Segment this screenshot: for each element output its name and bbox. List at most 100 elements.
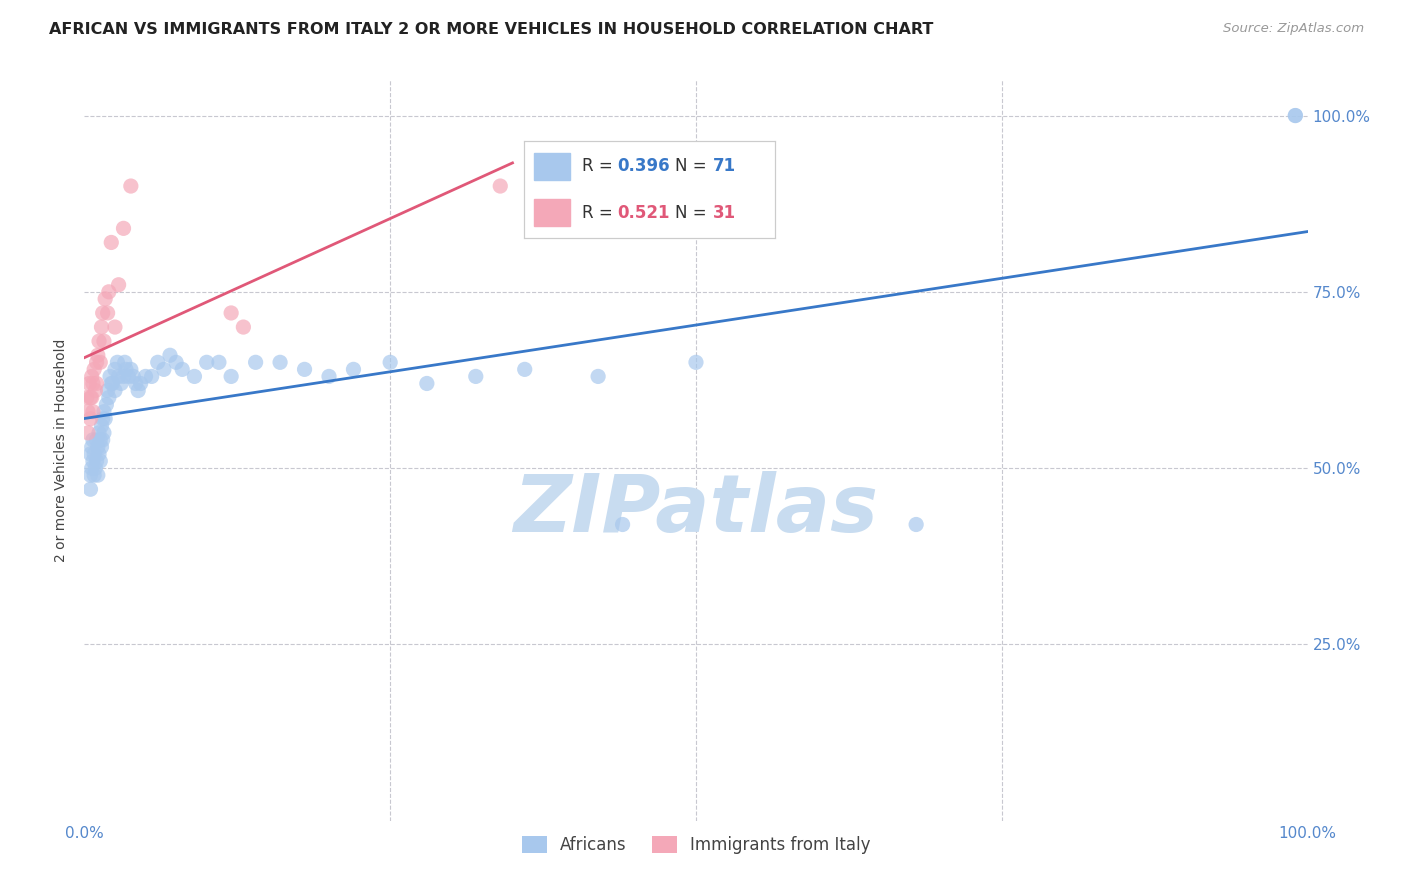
Point [86,454,108,468]
Point [489,179,512,194]
Point [86,433,108,447]
Point [97,391,120,405]
Point [127,384,149,398]
Point [464,369,486,384]
Point [83,468,105,483]
Point [80,369,103,384]
Point [183,369,205,384]
Point [91,433,114,447]
Point [97,306,120,320]
Point [89,454,111,468]
Point [195,355,218,369]
Point [90,418,112,433]
Point [79,447,101,461]
Point [83,362,105,376]
Point [79,482,101,496]
Point [114,355,136,369]
Point [245,355,267,369]
Point [107,369,129,384]
Point [87,468,110,483]
Point [87,425,110,440]
Point [82,433,104,447]
Text: N =: N = [675,204,711,222]
Point [294,362,316,376]
Text: N =: N = [675,157,711,175]
Point [380,355,402,369]
Point [93,405,115,419]
Point [86,376,108,391]
Point [342,362,364,376]
Point [91,306,114,320]
Point [101,376,124,391]
Point [107,277,129,292]
Point [94,292,117,306]
Point [87,348,110,362]
Point [104,362,127,376]
Point [110,376,132,391]
Text: 71: 71 [713,157,735,175]
Point [84,461,107,475]
Point [112,221,135,235]
Point [612,517,634,532]
Point [685,355,707,369]
Point [153,362,176,376]
Point [90,320,112,334]
Text: 0.521: 0.521 [617,204,669,222]
Point [79,391,101,405]
Point [89,433,111,447]
Text: Source: ZipAtlas.com: Source: ZipAtlas.com [1223,22,1364,36]
Y-axis label: 2 or more Vehicles in Household: 2 or more Vehicles in Household [55,339,69,562]
Point [94,411,117,425]
Point [80,461,103,475]
Point [905,517,928,532]
Point [77,425,100,440]
Point [122,369,145,384]
Point [79,468,101,483]
Point [165,355,187,369]
Point [91,411,114,425]
Point [120,362,142,376]
Point [219,369,242,384]
Point [219,306,242,320]
Point [79,411,101,425]
Point [89,355,111,369]
Bar [534,199,569,226]
Point [513,362,536,376]
Point [82,405,104,419]
Point [115,362,138,376]
Legend: Africans, Immigrants from Italy: Africans, Immigrants from Italy [515,829,877,861]
Point [318,369,340,384]
Point [80,391,103,405]
Point [80,440,103,454]
Point [82,376,104,391]
Point [416,376,439,391]
Point [87,447,110,461]
Point [125,376,148,391]
Point [208,355,231,369]
Text: 0.396: 0.396 [617,157,669,175]
Point [135,369,157,384]
Point [83,447,105,461]
Point [232,320,254,334]
Point [100,376,122,391]
Point [172,362,194,376]
Point [141,369,163,384]
Point [269,355,291,369]
Text: R =: R = [582,204,619,222]
Point [1284,109,1306,123]
Point [120,179,142,194]
Point [87,334,110,348]
Text: AFRICAN VS IMMIGRANTS FROM ITALY 2 OR MORE VEHICLES IN HOUSEHOLD CORRELATION CHA: AFRICAN VS IMMIGRANTS FROM ITALY 2 OR MO… [49,22,934,37]
Point [104,320,127,334]
Point [96,398,118,412]
Point [100,235,122,250]
Point [146,355,169,369]
Point [98,369,121,384]
Point [97,285,120,299]
Point [77,376,100,391]
Point [105,355,128,369]
Point [93,334,115,348]
Point [1284,109,1306,123]
Text: ZIPatlas: ZIPatlas [513,471,879,549]
Point [77,405,100,419]
